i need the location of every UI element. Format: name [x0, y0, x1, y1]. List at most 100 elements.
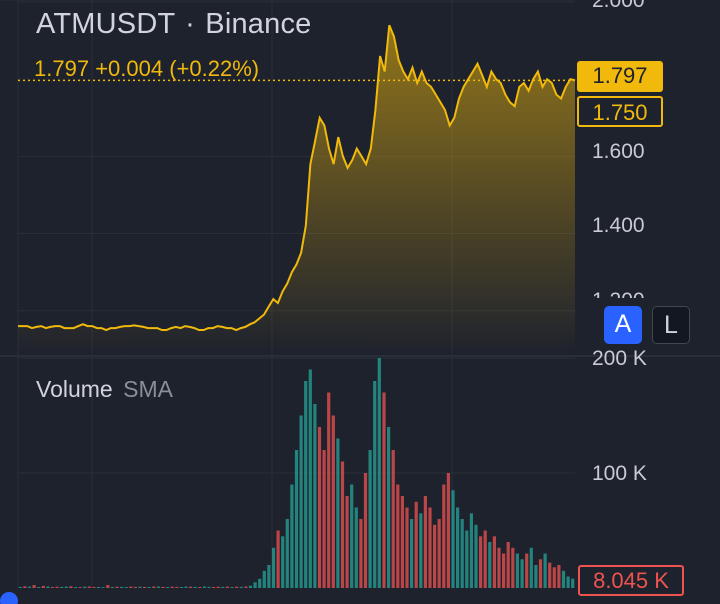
volume-bar — [331, 415, 335, 588]
volume-bar — [248, 585, 253, 588]
volume-bar — [166, 587, 170, 588]
volume-bar — [340, 461, 345, 588]
volume-bar — [83, 586, 87, 588]
volume-bar — [161, 586, 165, 588]
volume-bar — [69, 586, 73, 588]
volume-bar — [267, 565, 271, 588]
last-price-tag: 1.797 — [577, 61, 663, 92]
volume-bar — [538, 559, 543, 589]
volume-bar — [566, 576, 570, 588]
volume-bar — [216, 586, 220, 588]
volume-bar — [290, 484, 294, 588]
volume-bar — [27, 586, 32, 588]
volume-bar — [442, 484, 446, 588]
volume-bar — [92, 586, 96, 588]
volume-bar — [446, 473, 450, 588]
volume-bar — [465, 530, 469, 588]
volume-bar — [271, 547, 276, 589]
volume-bar — [382, 392, 386, 588]
chart-grid — [0, 0, 720, 588]
volume-bar — [60, 586, 64, 588]
volume-bar — [511, 547, 515, 589]
volume-bar — [469, 513, 473, 589]
volume-bar — [327, 392, 331, 588]
volume-bar — [557, 565, 561, 588]
scroll-handle[interactable] — [0, 592, 18, 604]
volume-bar — [285, 519, 289, 588]
volume-bar — [110, 587, 114, 588]
volume-bar — [419, 513, 423, 589]
volume-bar — [253, 582, 257, 589]
volume-bar — [230, 587, 234, 588]
volume-bar — [456, 507, 460, 588]
last-volume-tag: 8.045 K — [578, 565, 684, 596]
volume-bar — [124, 587, 128, 588]
volume-bar — [23, 586, 27, 588]
volume-bar — [460, 519, 464, 588]
volume-bar — [147, 587, 151, 588]
volume-sma-label: SMA — [123, 376, 173, 402]
volume-bar — [221, 586, 225, 588]
price-area-fill — [18, 25, 575, 355]
volume-bar — [18, 586, 22, 588]
volume-bar — [350, 484, 354, 588]
volume-bar — [571, 578, 575, 588]
volume-bar — [502, 553, 506, 588]
log-scale-button[interactable]: L — [652, 306, 690, 344]
exchange-name: Binance — [205, 8, 312, 40]
auto-scale-button[interactable]: A — [604, 306, 642, 344]
volume-bar — [479, 536, 483, 589]
volume-bar — [433, 524, 437, 589]
volume-bar — [506, 542, 510, 588]
volume-bar — [120, 586, 124, 588]
volume-bar — [322, 450, 326, 588]
volume-title: Volume — [36, 376, 113, 402]
volume-bar — [46, 586, 50, 588]
price-line — [18, 24, 576, 332]
volume-bar — [552, 567, 556, 588]
volume-bar — [179, 587, 183, 588]
price-quote: 1.797 +0.004 (+0.22%) — [34, 56, 259, 82]
volume-bar — [78, 587, 82, 589]
volume-bar — [50, 587, 55, 588]
volume-bar — [423, 496, 427, 588]
volume-bar — [437, 519, 441, 588]
volume-bar — [244, 586, 248, 588]
volume-bar — [497, 547, 501, 589]
price-change: +0.004 — [95, 56, 164, 81]
volume-bar — [313, 404, 317, 588]
volume-bar — [101, 587, 105, 589]
volume-bar — [483, 530, 487, 588]
volume-bar — [488, 542, 492, 588]
volume-bar — [515, 553, 519, 588]
volume-bar — [359, 519, 363, 588]
volume-bar — [345, 496, 349, 588]
volume-tick-100k: 100 K — [592, 462, 647, 485]
volume-bar — [492, 536, 496, 589]
volume-bar — [373, 381, 377, 588]
volume-bar — [258, 578, 262, 588]
volume-bar — [543, 553, 547, 588]
volume-bar — [175, 586, 179, 588]
volume-bar — [414, 501, 418, 589]
volume-bar — [534, 565, 538, 588]
volume-bar — [368, 450, 372, 588]
volume-bar — [55, 586, 59, 588]
volume-bar — [41, 585, 45, 588]
volume-bar — [235, 586, 239, 588]
price-tick-1400: 1.400 — [592, 214, 645, 237]
volume-bar — [138, 586, 142, 588]
volume-bar — [64, 586, 68, 588]
volume-pane-legend: Volume SMA — [36, 376, 173, 403]
volume-bar — [304, 381, 308, 588]
volume-tick-200k: 200 K — [592, 347, 647, 370]
last-price-value: 1.797 — [34, 56, 90, 81]
volume-bar — [405, 507, 409, 588]
volume-bar — [294, 450, 299, 588]
volume-bar — [561, 570, 566, 589]
volume-bar — [308, 369, 312, 588]
volume-bar — [317, 427, 322, 588]
volume-bars — [18, 358, 575, 589]
volume-bar — [193, 586, 197, 588]
